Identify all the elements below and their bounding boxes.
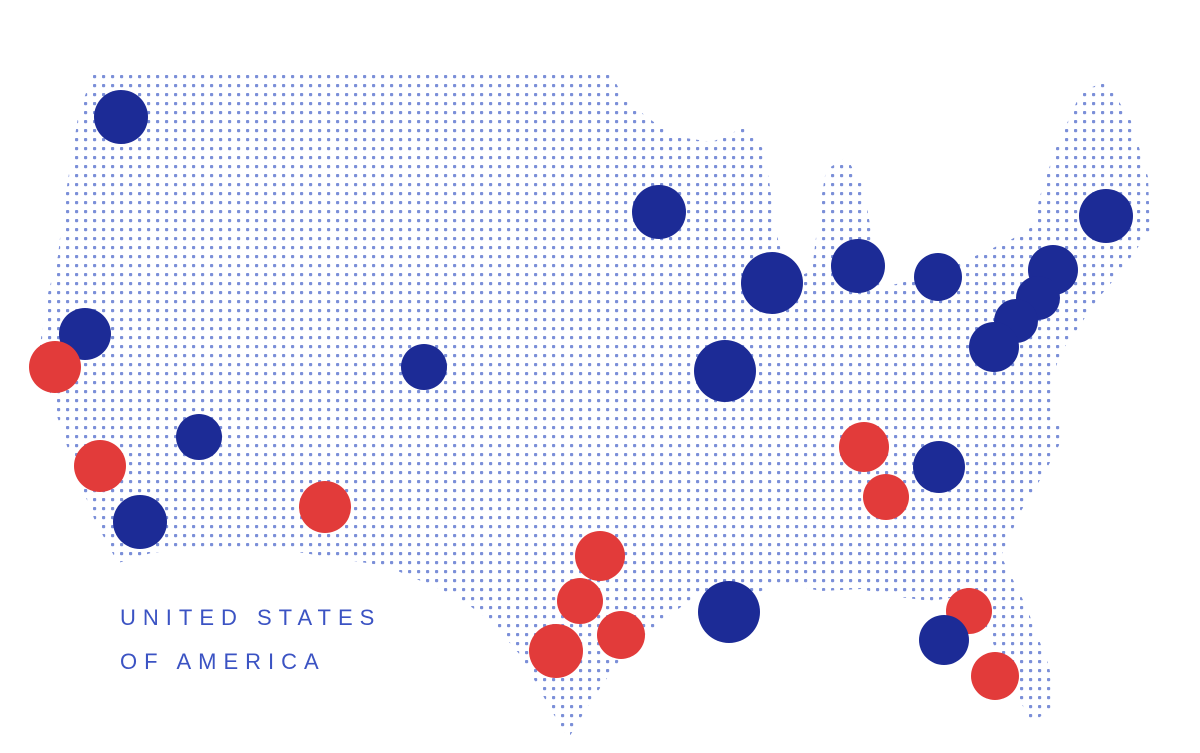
city-marker-red[interactable] [299, 481, 351, 533]
city-marker-blue[interactable] [698, 581, 760, 643]
city-marker-red[interactable] [597, 611, 645, 659]
city-marker-blue[interactable] [913, 441, 965, 493]
city-marker-red[interactable] [74, 440, 126, 492]
usa-dotted-silhouette [40, 72, 1150, 739]
city-marker-blue[interactable] [176, 414, 222, 460]
city-marker-blue[interactable] [1079, 189, 1133, 243]
map-title-line2: OF AMERICA [120, 649, 326, 674]
city-marker-blue[interactable] [694, 340, 756, 402]
city-marker-blue[interactable] [401, 344, 447, 390]
city-marker-blue[interactable] [113, 495, 167, 549]
city-marker-red[interactable] [557, 578, 603, 624]
city-marker-blue[interactable] [919, 615, 969, 665]
city-marker-red[interactable] [529, 624, 583, 678]
city-marker-blue[interactable] [969, 322, 1019, 372]
city-marker-blue[interactable] [632, 185, 686, 239]
city-marker-red[interactable] [29, 341, 81, 393]
city-marker-red[interactable] [971, 652, 1019, 700]
map-title: UNITED STATES OF AMERICA [120, 596, 381, 684]
city-markers [29, 90, 1133, 700]
city-marker-red[interactable] [839, 422, 889, 472]
city-marker-blue[interactable] [59, 308, 111, 360]
city-marker-blue[interactable] [831, 239, 885, 293]
city-marker-red[interactable] [863, 474, 909, 520]
city-marker-blue[interactable] [94, 90, 148, 144]
city-marker-blue[interactable] [741, 252, 803, 314]
city-marker-red[interactable] [575, 531, 625, 581]
map-title-line1: UNITED STATES [120, 605, 382, 630]
city-marker-blue[interactable] [914, 253, 962, 301]
